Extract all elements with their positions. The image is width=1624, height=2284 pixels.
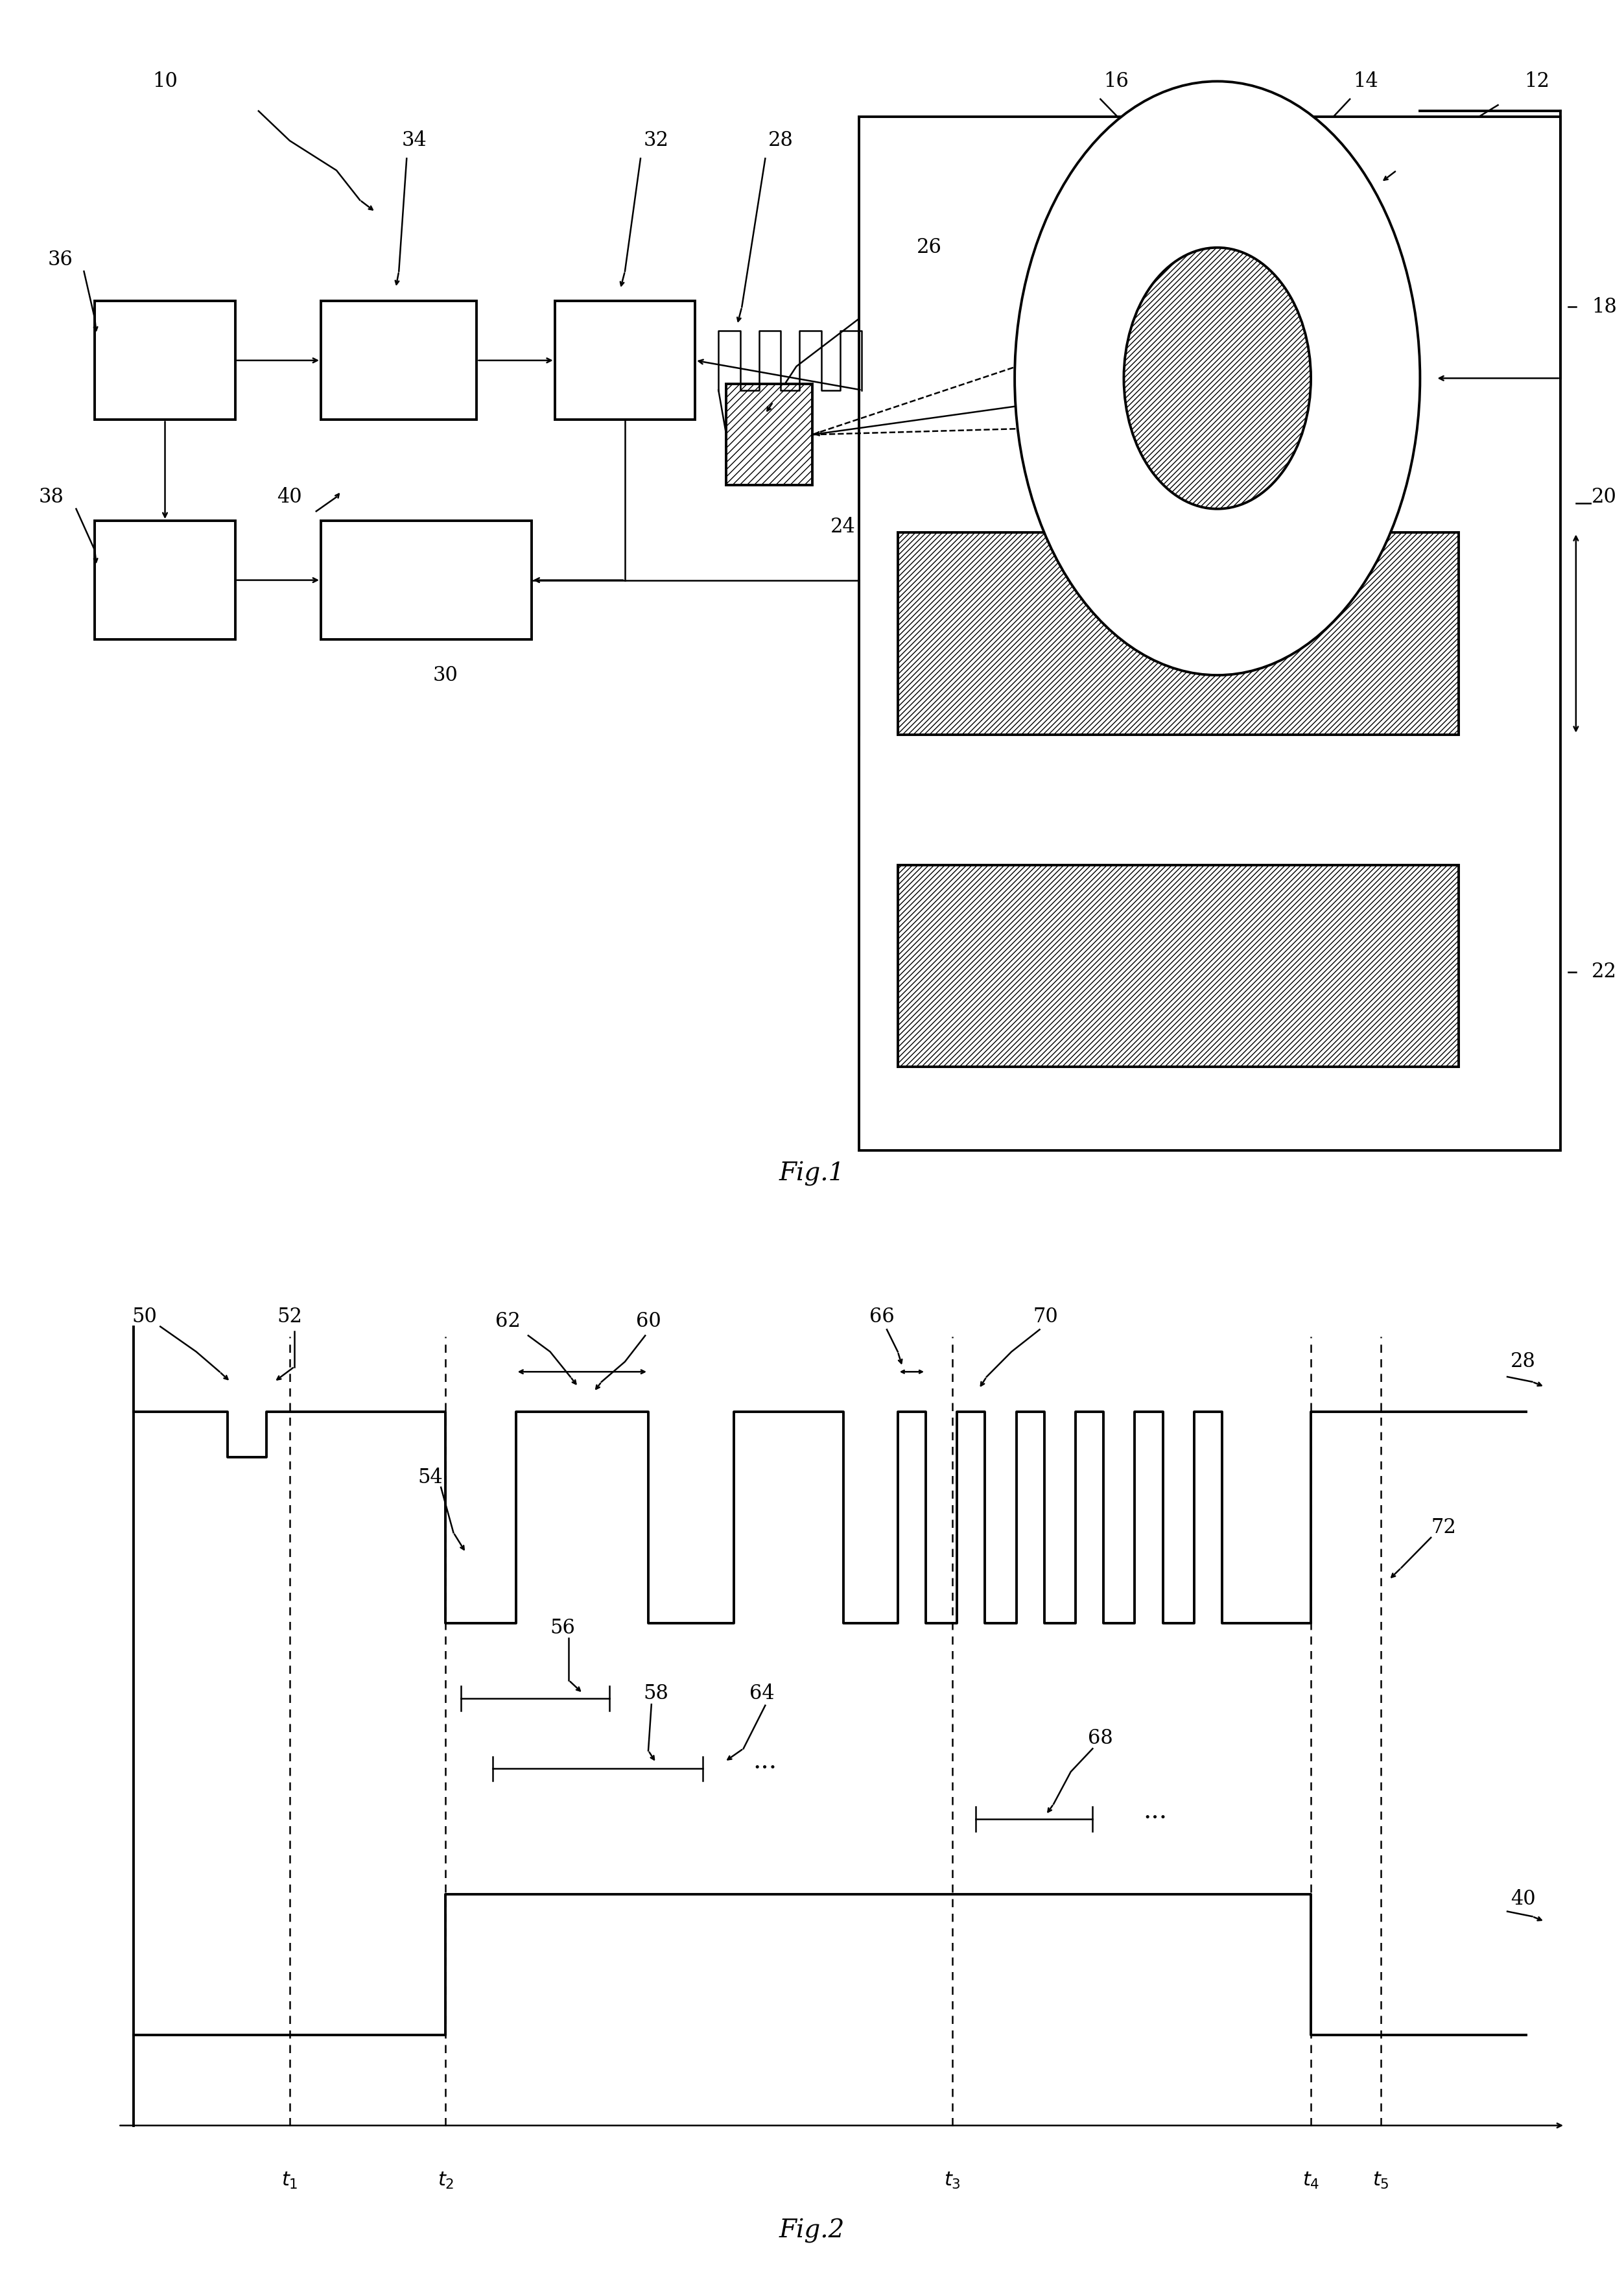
Text: 34: 34 [401,130,427,151]
Text: 22: 22 [1592,962,1618,982]
Text: 72: 72 [1431,1517,1457,1537]
Text: 58: 58 [643,1683,669,1704]
Text: 56: 56 [551,1617,575,1638]
Text: 70: 70 [1033,1306,1059,1327]
Text: 50: 50 [132,1306,158,1327]
Text: 20: 20 [1592,486,1618,507]
FancyBboxPatch shape [859,116,1561,1151]
FancyBboxPatch shape [726,384,812,484]
Text: 12: 12 [1525,71,1549,91]
Text: ···: ··· [754,1756,778,1782]
Text: 52: 52 [278,1306,302,1327]
FancyBboxPatch shape [898,866,1458,1067]
Text: $t_2$: $t_2$ [437,2170,453,2190]
FancyBboxPatch shape [94,521,235,640]
FancyBboxPatch shape [322,301,477,420]
Text: $t_1$: $t_1$ [281,2170,299,2190]
FancyBboxPatch shape [94,301,235,420]
Text: 30: 30 [434,665,458,685]
Text: 38: 38 [39,486,63,507]
Text: ···: ··· [1143,1807,1168,1832]
Text: 40: 40 [1510,1889,1535,1909]
Text: 64: 64 [750,1683,775,1704]
Text: 62: 62 [495,1311,521,1332]
FancyBboxPatch shape [555,301,695,420]
Text: 32: 32 [643,130,669,151]
Text: 14: 14 [1353,71,1379,91]
Text: $t_3$: $t_3$ [944,2170,961,2190]
Text: 68: 68 [1088,1729,1112,1750]
Text: 40: 40 [278,486,302,507]
Text: Fig.1: Fig.1 [780,1163,844,1185]
Text: $t_4$: $t_4$ [1302,2170,1319,2190]
Text: 10: 10 [153,71,177,91]
Text: 28: 28 [1510,1352,1536,1373]
Text: 28: 28 [768,130,794,151]
Text: 16: 16 [1103,71,1129,91]
Text: Fig.2: Fig.2 [780,2218,844,2243]
Text: 24: 24 [830,516,856,537]
Text: 60: 60 [635,1311,661,1332]
Text: 36: 36 [49,249,73,270]
Text: 54: 54 [417,1466,443,1487]
Text: $t_5$: $t_5$ [1372,2170,1390,2190]
Text: 66: 66 [869,1306,895,1327]
Text: 26: 26 [916,238,942,258]
Text: 18: 18 [1592,297,1618,317]
FancyBboxPatch shape [322,521,531,640]
FancyBboxPatch shape [898,532,1458,735]
Ellipse shape [1124,247,1311,509]
Ellipse shape [1015,82,1419,676]
